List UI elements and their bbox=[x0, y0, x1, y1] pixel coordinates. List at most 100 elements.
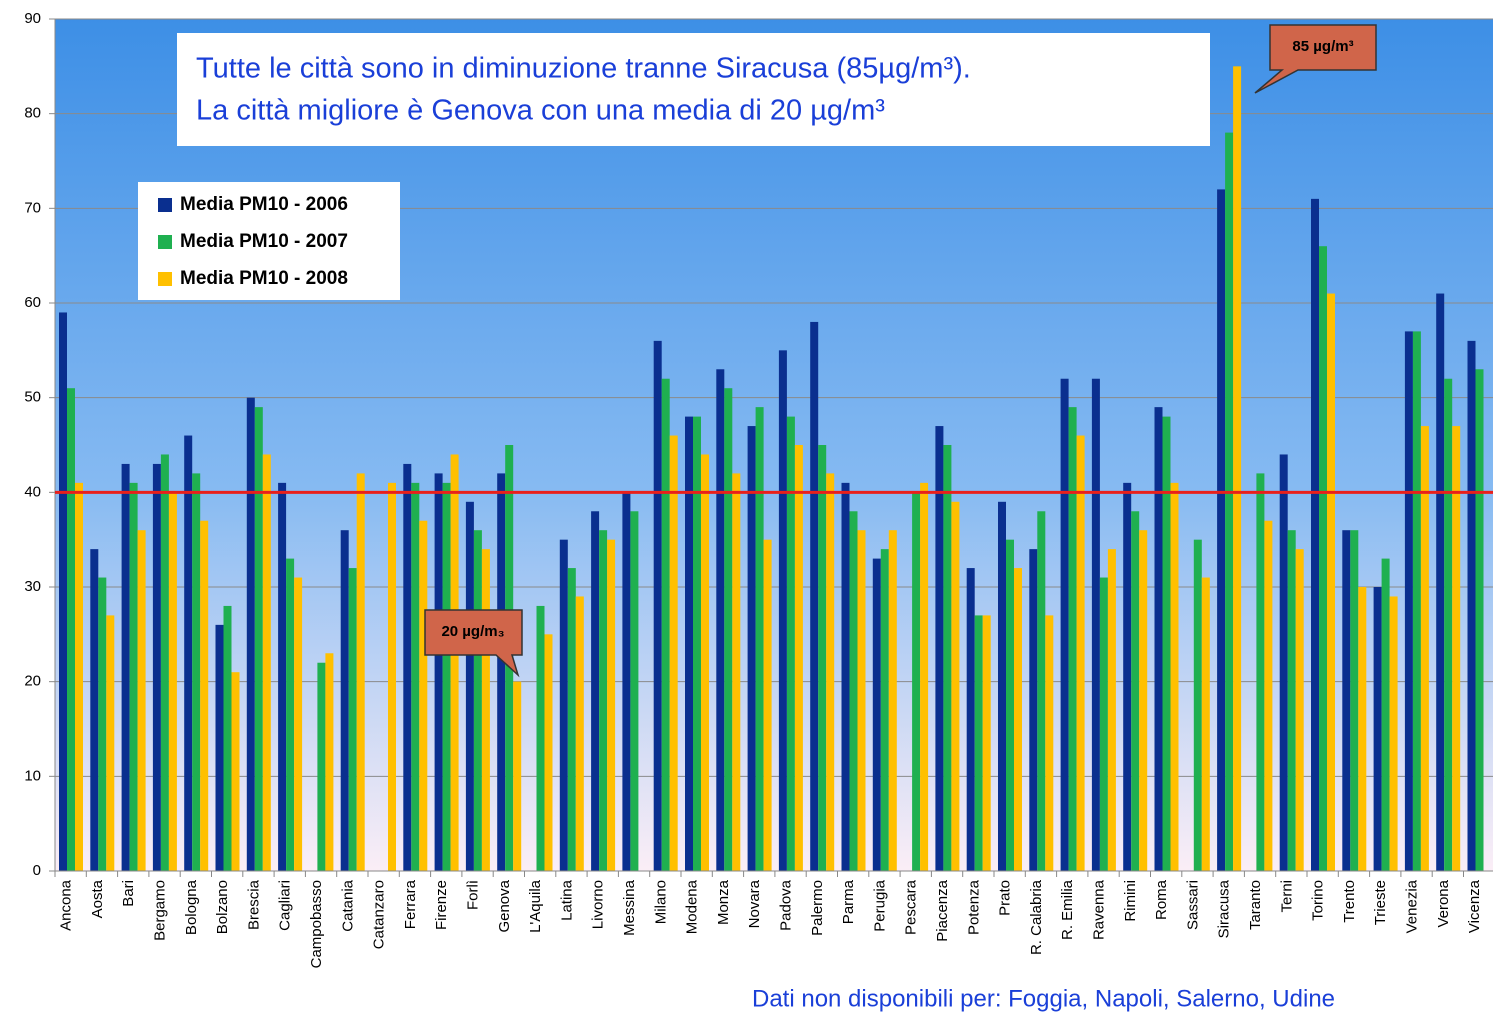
bar bbox=[75, 482, 83, 871]
footnote: Dati non disponibili per: Foggia, Napoli… bbox=[752, 985, 1335, 1012]
y-tick-label: 40 bbox=[24, 483, 41, 500]
bar bbox=[826, 473, 835, 871]
x-tick-label: Sassari bbox=[1184, 880, 1201, 930]
bar bbox=[1099, 577, 1108, 871]
bar bbox=[544, 634, 553, 871]
bar bbox=[693, 416, 701, 871]
bar bbox=[920, 482, 929, 871]
bar bbox=[810, 321, 819, 871]
x-tick-label: Novara bbox=[746, 879, 763, 928]
bar bbox=[841, 482, 850, 871]
y-tick-label: 70 bbox=[24, 199, 41, 216]
bar bbox=[982, 615, 991, 871]
bar bbox=[1381, 558, 1390, 871]
bar bbox=[857, 530, 866, 871]
bar bbox=[567, 568, 576, 871]
x-tick-label: Firenze bbox=[433, 880, 450, 930]
bar bbox=[880, 549, 889, 871]
legend-swatch bbox=[158, 272, 172, 286]
bar bbox=[1404, 331, 1413, 871]
bar bbox=[1358, 587, 1367, 871]
bar bbox=[215, 624, 224, 871]
bar bbox=[348, 568, 357, 871]
x-tick-label: Venezia bbox=[1404, 879, 1421, 933]
x-tick-label: Bologna bbox=[183, 879, 200, 935]
bar bbox=[747, 426, 756, 871]
bar bbox=[98, 577, 107, 871]
bar bbox=[888, 530, 897, 871]
bar bbox=[669, 435, 678, 871]
bar bbox=[1107, 549, 1116, 871]
bar bbox=[497, 473, 506, 871]
bar bbox=[1037, 511, 1046, 871]
bar bbox=[536, 605, 545, 871]
bar bbox=[67, 388, 75, 871]
bar bbox=[935, 426, 944, 871]
x-tick-label: Trento bbox=[1341, 880, 1358, 923]
bar bbox=[778, 350, 787, 871]
bar bbox=[849, 511, 858, 871]
bar bbox=[513, 681, 522, 871]
bar bbox=[1389, 596, 1398, 871]
bar bbox=[450, 454, 459, 871]
bar bbox=[200, 520, 209, 871]
bar bbox=[419, 520, 428, 871]
bar bbox=[1444, 378, 1453, 871]
bar bbox=[1123, 482, 1132, 871]
x-tick-label: Catanzaro bbox=[371, 880, 388, 949]
y-tick-label: 10 bbox=[24, 767, 41, 784]
bar bbox=[286, 558, 295, 871]
bar bbox=[1412, 331, 1421, 871]
legend-swatch bbox=[158, 235, 172, 249]
bar bbox=[192, 473, 201, 871]
bar bbox=[794, 445, 803, 871]
x-tick-label: Monza bbox=[715, 879, 732, 925]
bar bbox=[1420, 426, 1429, 871]
bar bbox=[599, 530, 608, 871]
bar bbox=[231, 672, 240, 871]
bar bbox=[943, 445, 952, 871]
bar bbox=[1131, 511, 1140, 871]
x-tick-label: Bari bbox=[120, 880, 137, 907]
y-tick-label: 50 bbox=[24, 389, 41, 406]
bar bbox=[1436, 293, 1445, 871]
bar bbox=[59, 312, 67, 871]
callout-shape bbox=[1254, 24, 1377, 94]
y-tick-label: 90 bbox=[24, 10, 41, 27]
bar bbox=[184, 435, 193, 871]
bar bbox=[121, 463, 130, 871]
bar bbox=[701, 454, 709, 871]
bar bbox=[1045, 615, 1054, 871]
x-tick-label: Piacenza bbox=[934, 879, 951, 941]
y-tick-label: 20 bbox=[24, 673, 41, 690]
x-tick-label: Brescia bbox=[245, 879, 262, 930]
bar bbox=[951, 501, 960, 871]
x-tick-label: Taranto bbox=[1247, 880, 1264, 930]
legend-swatch bbox=[158, 198, 172, 212]
bar bbox=[434, 473, 443, 871]
x-tick-label: Ravenna bbox=[1091, 879, 1108, 940]
bar bbox=[442, 482, 451, 871]
annotation-box bbox=[177, 33, 1210, 146]
callout-shape bbox=[424, 609, 523, 678]
bar bbox=[1279, 454, 1288, 871]
bar bbox=[356, 473, 365, 871]
bar bbox=[974, 615, 983, 871]
y-tick-label: 30 bbox=[24, 578, 41, 595]
bar bbox=[106, 615, 115, 871]
legend-label: Media PM10 - 2006 bbox=[180, 194, 348, 215]
bar bbox=[1068, 407, 1077, 871]
y-tick-label: 60 bbox=[24, 294, 41, 311]
bar bbox=[1091, 378, 1100, 871]
annotation: Tutte le città sono in diminuzione trann… bbox=[196, 53, 971, 85]
bar bbox=[473, 530, 482, 871]
x-tick-label: Torino bbox=[1310, 880, 1327, 921]
x-tick-label: Catania bbox=[339, 879, 356, 931]
x-tick-label: Vicenza bbox=[1466, 879, 1483, 933]
bar bbox=[685, 416, 693, 871]
bar bbox=[168, 492, 177, 871]
x-tick-label: Parma bbox=[840, 879, 857, 924]
x-tick-label: Potenza bbox=[965, 879, 982, 935]
bar bbox=[872, 558, 881, 871]
